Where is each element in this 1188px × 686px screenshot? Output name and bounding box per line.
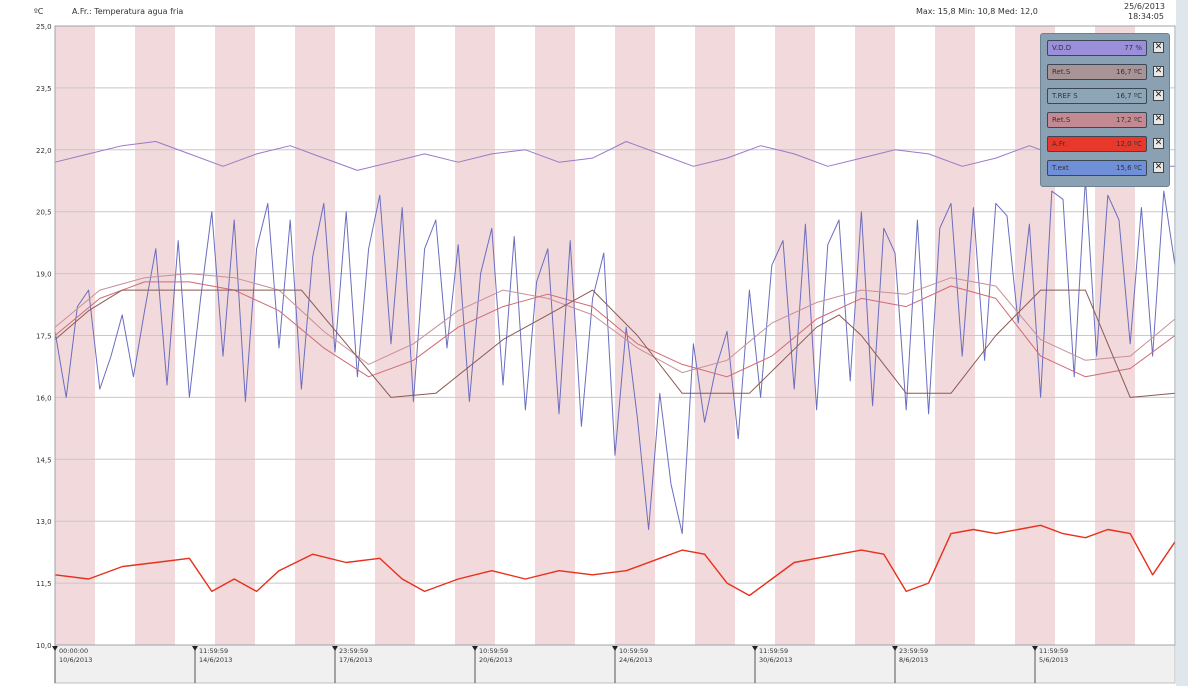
legend-series-value: 16,7 ºC [1116,68,1142,76]
close-icon[interactable]: ✕ [1153,66,1164,77]
series-line-ret-s-2 [54,273,1176,374]
right-edge [1176,0,1188,686]
x-tick-date: 30/6/2013 [759,656,792,664]
x-tick-date: 8/6/2013 [899,656,928,664]
legend-panel: V.D.D 77 % ✕ Ret.S 16,7 ºC ✕ T.REF S 16,7 ºC ✕ Re… [1040,33,1170,187]
series-line-v-d-d-0 [54,141,1175,171]
legend-series-name: V.D.D [1052,44,1072,52]
legend-swatch: V.D.D 77 % [1047,40,1147,56]
stats-readout: Max: 15,8 Min: 10,8 Med: 12,0 [916,7,1038,16]
legend-series-name: T.ext [1052,164,1069,172]
close-icon[interactable]: ✕ [1153,114,1164,125]
close-icon[interactable]: ✕ [1153,90,1164,101]
legend-swatch: T.REF S 16,7 ºC [1047,88,1147,104]
x-tick-time: 11:59:59 [199,647,228,655]
time-readout: 18:34:05 [1128,12,1164,21]
x-marker [332,646,338,651]
x-tick-time: 23:59:59 [339,647,368,655]
y-tick-label: 22,0 [36,147,52,155]
series-line-t-ref-s-3 [54,281,1176,378]
series-line-a-fr-5 [54,524,1176,597]
series-line-t-ext-1 [54,178,1176,535]
legend-series-name: Ret.S [1052,116,1071,124]
legend-series-value: 16,7 ºC [1116,92,1142,100]
legend-swatch: Ret.S 17,2 ºC [1047,112,1147,128]
x-marker [612,646,618,651]
y-tick-label: 13,0 [36,518,52,526]
x-marker [752,646,758,651]
legend-item[interactable]: A.Fr. 12,0 ºC ✕ [1047,136,1165,154]
x-tick-date: 5/6/2013 [1039,656,1068,664]
x-marker [892,646,898,651]
y-tick-label: 16,0 [36,394,52,402]
x-tick-date: 24/6/2013 [619,656,652,664]
legend-series-name: T.REF S [1052,92,1078,100]
legend-series-value: 12,0 ºC [1116,140,1142,148]
x-tick-time: 10:59:59 [619,647,648,655]
x-marker [52,646,58,651]
series-layer [54,141,1176,597]
y-tick-label: 14,5 [36,456,52,464]
y-tick-label: 17,5 [36,333,52,341]
y-tick-label: 25,0 [36,23,52,31]
legend-swatch: T.ext 15,6 ºC [1047,160,1147,176]
legend-series-value: 17,2 ºC [1116,116,1142,124]
legend-item[interactable]: Ret.S 17,2 ºC ✕ [1047,112,1165,130]
legend-series-name: A.Fr. [1052,140,1067,148]
legend-item[interactable]: V.D.D 77 % ✕ [1047,40,1165,58]
x-tick-date: 14/6/2013 [199,656,232,664]
close-icon[interactable]: ✕ [1153,138,1164,149]
legend-series-value: 77 % [1124,44,1142,52]
x-tick-time: 00:00:00 [59,647,88,655]
x-axis: 00:00:0010/6/201311:59:5914/6/201323:59:… [52,646,1068,683]
legend-series-name: Ret.S [1052,68,1071,76]
close-icon[interactable]: ✕ [1153,162,1164,173]
x-marker [1032,646,1038,651]
y-tick-label: 20,5 [36,209,52,217]
x-tick-time: 23:59:59 [899,647,928,655]
x-tick-time: 11:59:59 [759,647,788,655]
series-line-ret-s-4 [54,289,1176,398]
x-tick-time: 10:59:59 [479,647,508,655]
x-tick-time: 11:59:59 [1039,647,1068,655]
legend-swatch: A.Fr. 12,0 ºC [1047,136,1147,152]
y-unit-label: ºC [34,7,44,16]
page-title: A.Fr.: Temperatura agua fria [72,7,184,16]
x-marker [192,646,198,651]
legend-item[interactable]: Ret.S 16,7 ºC ✕ [1047,64,1165,82]
date-readout: 25/6/2013 [1124,2,1166,11]
y-tick-label: 10,0 [36,642,52,650]
x-tick-date: 10/6/2013 [59,656,92,664]
x-tick-date: 20/6/2013 [479,656,512,664]
y-tick-label: 23,5 [36,85,52,93]
plot-frame [54,25,1176,646]
y-tick-label: 19,0 [36,271,52,279]
legend-swatch: Ret.S 16,7 ºC [1047,64,1147,80]
legend-item[interactable]: T.ext 15,6 ºC ✕ [1047,160,1165,178]
x-marker [472,646,478,651]
y-axis: 25,0 23,5 22,0 20,5 19,0 17,5 16,0 14,5 13,0 11,5… [36,23,52,650]
close-icon[interactable]: ✕ [1153,42,1164,53]
x-tick-date: 17/6/2013 [339,656,372,664]
legend-item[interactable]: T.REF S 16,7 ºC ✕ [1047,88,1165,106]
legend-series-value: 15,6 ºC [1116,164,1142,172]
y-tick-label: 11,5 [36,580,52,588]
